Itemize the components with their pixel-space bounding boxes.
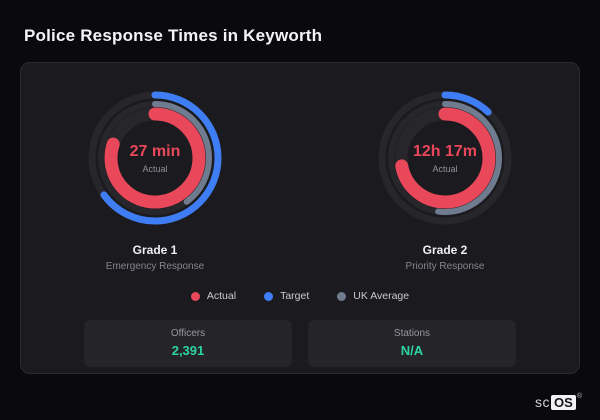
gauge-subtitle: Emergency Response [105,261,205,272]
gauges-row: 27 min Actual Grade 1 Emergency Response… [39,83,561,272]
legend-dot-target [264,291,274,301]
legend-item-uk-average[interactable]: UK Average [337,290,409,302]
legend-label: UK Average [353,290,410,302]
legend-item-actual[interactable]: Actual [190,290,237,302]
gauge-title: Grade 1 [132,243,178,257]
gauge-subtitle: Priority Response [405,261,485,272]
stat-officers: Officers 2,391 [84,320,292,367]
scos-logo: sc OS ® [535,393,582,410]
legend-label: Actual [206,290,237,302]
logo-prefix: sc [535,394,551,410]
gauge-grade-1: 27 min Actual Grade 1 Emergency Response [55,83,255,272]
legend-dot-uk-average [337,291,347,301]
response-times-card: 27 min Actual Grade 1 Emergency Response… [20,62,580,374]
stats-row: Officers 2,391 Stations N/A [39,320,561,367]
gauge-svg [378,91,512,225]
gauge-svg [88,91,222,225]
stat-value: 2,391 [171,343,205,358]
gauge-chart-grade-1: 27 min Actual [80,83,230,233]
gauge-chart-grade-2: 12h 17m Actual [370,83,520,233]
stat-label: Stations [393,328,431,339]
legend-item-target[interactable]: Target [264,290,309,302]
stat-stations: Stations N/A [308,320,516,367]
chart-legend: Actual Target UK Average [39,290,561,302]
gauge-grade-2: 12h 17m Actual Grade 2 Priority Response [345,83,545,272]
stat-label: Officers [170,328,206,339]
stat-value: N/A [400,343,424,358]
legend-dot-actual [190,291,200,301]
registered-mark: ® [576,393,582,400]
legend-label: Target [280,290,310,302]
gauge-title: Grade 2 [422,243,468,257]
logo-box: OS [551,394,576,410]
page-title: Police Response Times in Keyworth [24,26,323,45]
